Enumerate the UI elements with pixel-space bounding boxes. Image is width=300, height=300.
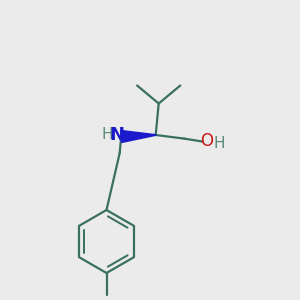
Text: H: H bbox=[101, 127, 112, 142]
Text: N: N bbox=[110, 126, 125, 144]
Text: O: O bbox=[200, 132, 214, 150]
Text: H: H bbox=[214, 136, 225, 151]
Polygon shape bbox=[121, 130, 156, 142]
